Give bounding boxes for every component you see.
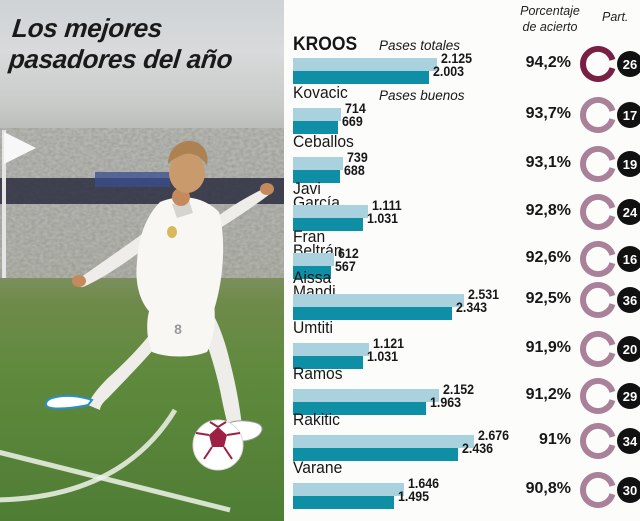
svg-text:8: 8 xyxy=(174,321,182,337)
svg-text:26: 26 xyxy=(623,57,637,72)
svg-text:36: 36 xyxy=(623,293,637,308)
svg-text:16: 16 xyxy=(623,252,637,267)
svg-text:34: 34 xyxy=(623,434,638,449)
svg-text:20: 20 xyxy=(623,342,637,357)
svg-text:29: 29 xyxy=(623,389,637,404)
svg-text:30: 30 xyxy=(623,483,637,498)
svg-text:19: 19 xyxy=(623,157,637,172)
svg-text:24: 24 xyxy=(623,205,638,220)
svg-text:17: 17 xyxy=(623,108,637,123)
